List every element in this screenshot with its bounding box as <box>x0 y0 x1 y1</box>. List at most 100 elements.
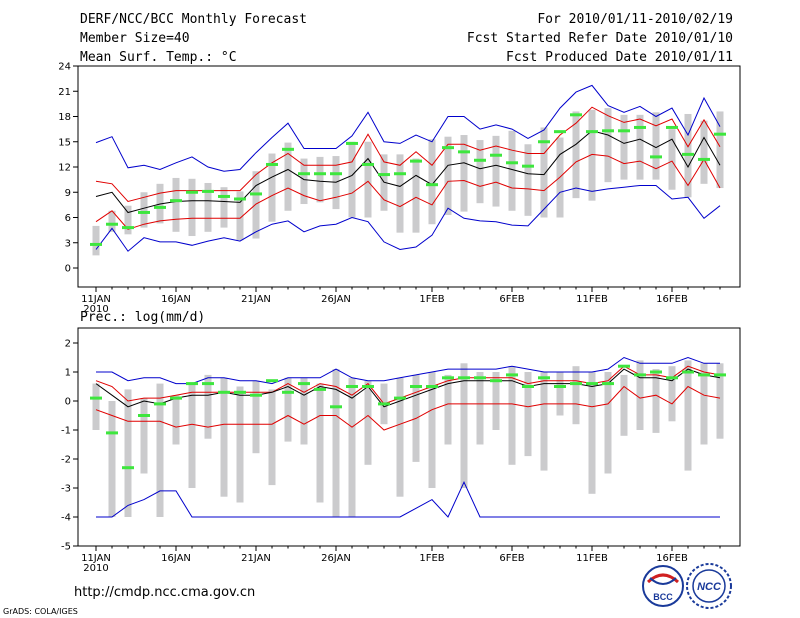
median-mark <box>570 113 582 117</box>
spread-high-line <box>95 365 721 405</box>
median-mark <box>650 155 662 159</box>
y-tick-label: 3 <box>65 238 71 249</box>
median-mark <box>234 197 246 201</box>
median-mark <box>442 146 454 150</box>
ensemble-box <box>540 372 548 471</box>
median-mark <box>586 130 598 134</box>
y-tick-label: 0 <box>65 397 71 408</box>
x-tick-sublabel: 2010 <box>83 304 108 315</box>
median-mark <box>330 172 342 176</box>
ensemble-box <box>92 225 100 256</box>
min-line <box>96 481 720 518</box>
median-mark <box>618 129 630 133</box>
median-mark <box>426 183 438 187</box>
x-tick-sublabel: 2010 <box>83 563 108 574</box>
x-tick-label: 1FEB <box>419 294 444 305</box>
median-mark <box>266 162 278 166</box>
ensemble-box <box>620 374 628 436</box>
median-mark <box>346 141 358 145</box>
ensemble-box <box>236 386 244 503</box>
max-line <box>96 356 720 385</box>
median-mark <box>602 129 614 133</box>
ensemble-box <box>252 380 260 454</box>
median-mark <box>634 125 646 129</box>
median-mark <box>266 379 278 383</box>
median-mark <box>714 132 726 136</box>
ensemble-box <box>620 114 628 180</box>
ensemble-box <box>124 205 132 235</box>
median-mark <box>202 382 214 386</box>
grads-credit: GrADS: COLA/IGES <box>3 607 78 616</box>
ensemble-box <box>508 366 516 465</box>
ensemble-box <box>572 111 580 199</box>
plot-frame <box>77 65 741 288</box>
median-mark <box>186 382 198 386</box>
ensemble-box <box>364 141 372 218</box>
ensemble-box <box>348 377 356 517</box>
median-mark <box>618 364 630 368</box>
ensemble-box <box>316 383 324 503</box>
median-mark <box>410 159 422 163</box>
median-mark <box>602 382 614 386</box>
ensemble-box <box>476 140 484 204</box>
median-mark <box>650 370 662 374</box>
median-mark <box>298 382 310 386</box>
x-tick-label: 26JAN <box>321 553 351 564</box>
median-mark <box>378 402 390 406</box>
median-mark <box>666 376 678 380</box>
spread-high-line <box>95 106 721 203</box>
ensemble-box <box>396 154 404 233</box>
ensemble-box <box>220 377 228 497</box>
median-mark <box>474 158 486 162</box>
ncc-logo: NCC <box>686 563 732 609</box>
ensemble-box <box>364 380 372 465</box>
ensemble-box <box>588 372 596 494</box>
median-mark <box>714 373 726 377</box>
ensemble-box <box>268 389 276 486</box>
median-mark <box>298 172 310 176</box>
x-tick-label: 26JAN <box>321 294 351 305</box>
median-mark <box>106 431 118 435</box>
median-mark <box>90 396 102 400</box>
x-tick-label: 16FEB <box>656 294 688 305</box>
ensemble-box <box>188 383 196 488</box>
median-mark <box>666 125 678 129</box>
x-tick-label: 16JAN <box>161 553 191 564</box>
median-mark <box>410 385 422 388</box>
member-size-label: Member Size=40 <box>80 31 190 46</box>
ensemble-box <box>460 363 468 488</box>
median-mark <box>394 172 406 176</box>
y-tick-label: 6 <box>65 213 71 224</box>
x-tick-label: 11JAN <box>81 553 111 564</box>
ensemble-box <box>156 383 164 517</box>
ensemble-box <box>412 158 420 233</box>
ensemble-box <box>508 130 516 211</box>
ensemble-box <box>636 360 644 430</box>
y-tick-label: 2 <box>65 339 71 350</box>
ensemble-box <box>668 366 676 422</box>
x-tick-label: 11JAN <box>81 294 111 305</box>
median-mark <box>586 382 598 386</box>
ensemble-box <box>204 374 212 439</box>
ensemble-box <box>300 158 308 205</box>
ensemble-box <box>476 372 484 445</box>
y-tick-label: -5 <box>61 542 71 553</box>
bcc-logo: BCC <box>642 565 684 607</box>
ensemble-box <box>140 398 148 474</box>
x-tick-label: 16JAN <box>161 294 191 305</box>
plot-frame <box>77 327 741 547</box>
ensemble-box <box>700 363 708 445</box>
min-line <box>95 185 721 252</box>
ensemble-box <box>140 192 148 228</box>
median-mark <box>378 173 390 177</box>
median-mark <box>90 242 102 246</box>
max-line <box>95 84 721 172</box>
ensemble-box <box>396 377 404 497</box>
y-tick-label: 1 <box>65 368 71 379</box>
ensemble-box <box>92 383 100 430</box>
variable-label: Mean Surf. Temp.: °C <box>80 50 237 65</box>
median-mark <box>490 379 502 383</box>
ensemble-box <box>588 109 596 201</box>
median-mark <box>122 466 134 470</box>
